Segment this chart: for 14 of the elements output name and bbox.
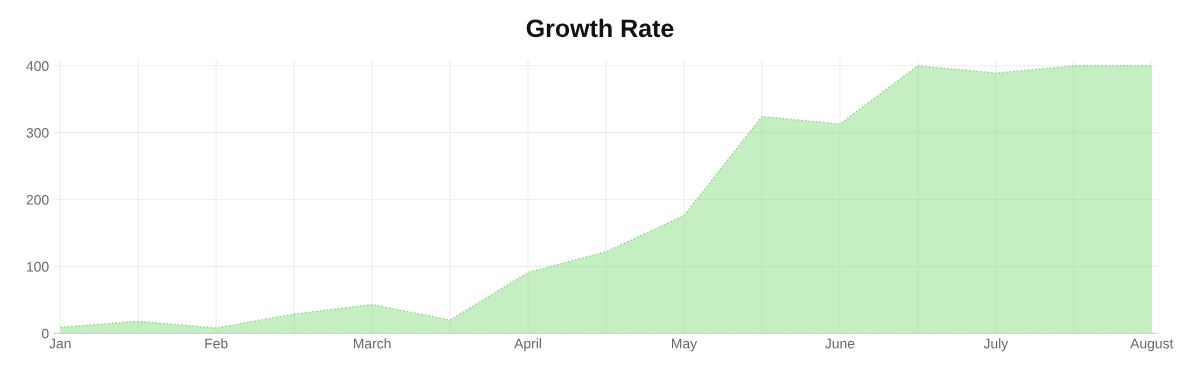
y-tick-label: 400 [26,61,49,71]
x-tick-label: July [983,338,1009,352]
x-tick-label: August [1130,338,1174,352]
y-tick-label: 200 [26,194,49,205]
x-tick-label: Feb [205,338,228,349]
y-tick-label: 300 [26,127,49,138]
x-tick-label: June [825,338,855,349]
x-tick-label: March [353,338,391,349]
chart-title: Growth Rate [526,18,674,38]
x-tick-label: May [671,338,698,352]
y-tick-label: 100 [27,261,49,272]
y-tick-label: 0 [41,328,49,339]
x-tick-label: April [514,338,541,352]
x-tick-label: Jan [49,338,71,349]
